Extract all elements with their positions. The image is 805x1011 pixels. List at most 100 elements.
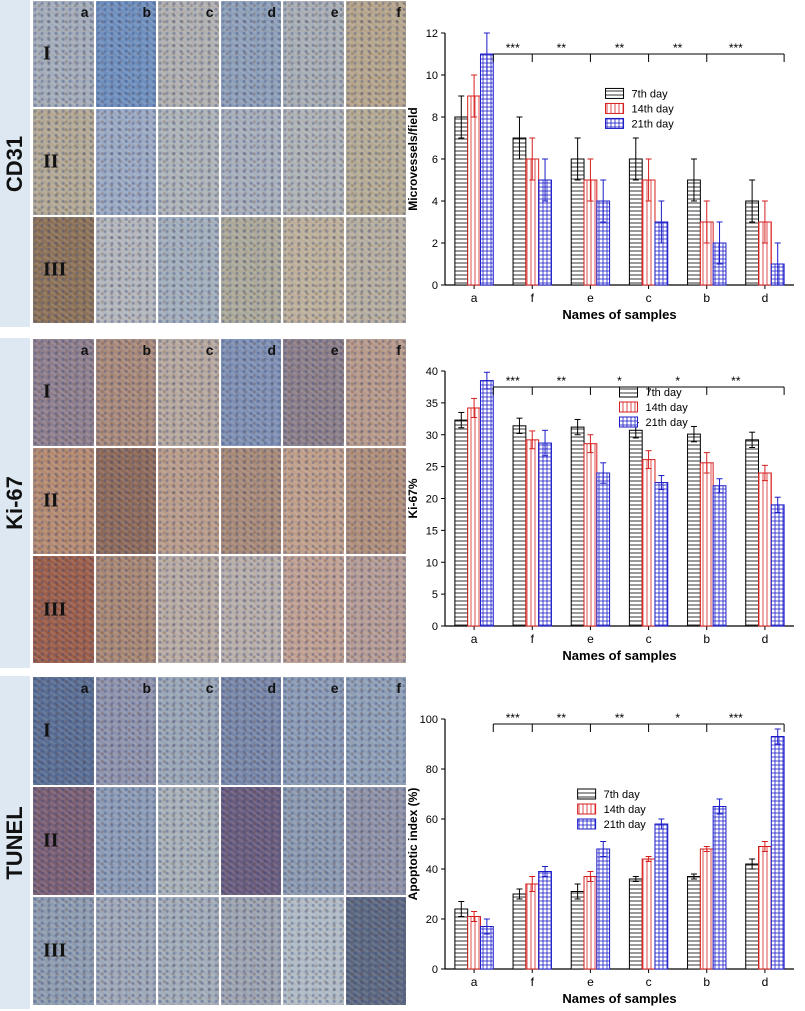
y-tick-label: 80 <box>426 764 438 776</box>
micrograph-tile <box>282 446 345 556</box>
column-letter: e <box>330 342 339 358</box>
bar <box>583 443 598 627</box>
bar <box>712 806 727 970</box>
column-letter: a <box>80 342 89 358</box>
bar <box>628 429 643 627</box>
legend-label: 21th day <box>646 417 689 429</box>
legend-label: 14th day <box>646 402 689 414</box>
bar <box>641 459 656 627</box>
micrograph-tile <box>219 108 282 216</box>
column-letter: f <box>396 680 401 696</box>
bar <box>454 908 469 970</box>
x-tick-label: f <box>531 632 535 646</box>
micrograph-tile: c <box>157 338 220 447</box>
significance-label: * <box>675 374 680 388</box>
micrograph-tile: II <box>32 786 95 896</box>
ki67-stain-label: Ki-67 <box>2 476 27 530</box>
micrograph-tile: e <box>282 676 345 786</box>
micrograph-tile: e <box>282 0 345 108</box>
column-letter: c <box>205 680 214 696</box>
y-tick-label: 12 <box>426 28 438 40</box>
micrograph-tile <box>157 446 220 556</box>
y-tick-label: 10 <box>426 70 438 82</box>
bar <box>512 137 527 286</box>
micrograph-tile <box>94 555 157 664</box>
column-letter: f <box>396 342 401 358</box>
legend-swatch <box>605 117 625 129</box>
bar <box>479 53 494 286</box>
y-tick-label: 0 <box>432 964 438 976</box>
bar <box>641 858 656 970</box>
bar <box>699 848 714 970</box>
tunel-chart: 0 20 40 60 80 100 Apoptotic index (%) Names of … <box>406 711 794 1006</box>
column-letter: a <box>80 680 89 696</box>
significance-label: ** <box>615 711 625 725</box>
y-tick-label: 5 <box>432 589 438 601</box>
bar <box>758 472 772 627</box>
significance-label: ** <box>615 41 625 55</box>
micrograph-tile: III <box>32 216 95 324</box>
y-tick-label: 35 <box>426 398 438 410</box>
y-axis-label: Microvessels/field <box>406 107 420 210</box>
x-tick-label: b <box>703 975 710 989</box>
column-letter: f <box>396 4 401 20</box>
bar <box>512 425 527 627</box>
bar <box>583 876 598 970</box>
bar <box>770 504 785 627</box>
y-tick-label: 40 <box>426 366 438 378</box>
significance-label: ** <box>557 711 567 725</box>
ki67-side-tab: Ki-67 <box>0 338 30 668</box>
column-letter: e <box>330 680 339 696</box>
column-letter: a <box>80 4 89 20</box>
x-tick-label: a <box>471 632 478 646</box>
y-tick-label: 20 <box>426 914 438 926</box>
column-letter: b <box>142 342 151 358</box>
micrograph-tile: f <box>344 676 407 786</box>
bar <box>687 433 701 627</box>
legend-label: 7th day <box>646 387 683 399</box>
micrograph-tile <box>94 108 157 216</box>
tunel-stain-label: TUNEL <box>2 805 27 880</box>
bar <box>570 426 585 627</box>
significance-label: *** <box>506 374 520 388</box>
significance-label: ** <box>557 41 567 55</box>
micrograph-tile <box>94 896 157 1006</box>
bar <box>654 823 669 970</box>
significance-label: *** <box>506 41 520 55</box>
legend-swatch <box>619 401 638 413</box>
micrograph-tile <box>282 786 345 896</box>
micrograph-tile: b <box>94 338 157 447</box>
micrograph-tile <box>219 555 282 664</box>
micrograph-tile <box>219 216 282 324</box>
legend-swatch <box>605 102 625 114</box>
micrograph-tile: d <box>219 676 282 786</box>
column-letter: c <box>205 342 214 358</box>
y-tick-label: 6 <box>432 154 438 166</box>
x-tick-label: c <box>646 632 652 646</box>
micrograph-tile: d <box>219 338 282 447</box>
micrograph-tile <box>344 896 407 1006</box>
micrograph-tile <box>344 555 407 664</box>
bar <box>570 891 585 970</box>
legend-swatch <box>577 788 597 800</box>
micrograph-tile <box>219 896 282 1006</box>
x-tick-label: c <box>646 975 652 989</box>
column-letter: e <box>330 4 339 20</box>
tunel-side-tab: TUNEL <box>0 676 30 1009</box>
y-axis-label: Apoptotic index (%) <box>406 788 420 901</box>
legend-swatch <box>577 818 597 830</box>
x-tick-label: e <box>587 291 594 305</box>
bar <box>454 116 469 286</box>
y-tick-label: 10 <box>426 557 438 569</box>
micrograph-tile: b <box>94 0 157 108</box>
bar <box>596 848 611 970</box>
x-axis-label: Names of samples <box>562 991 676 1006</box>
micrograph-tile: f <box>344 338 407 447</box>
y-tick-label: 15 <box>426 525 438 537</box>
y-tick-label: 0 <box>432 621 438 633</box>
